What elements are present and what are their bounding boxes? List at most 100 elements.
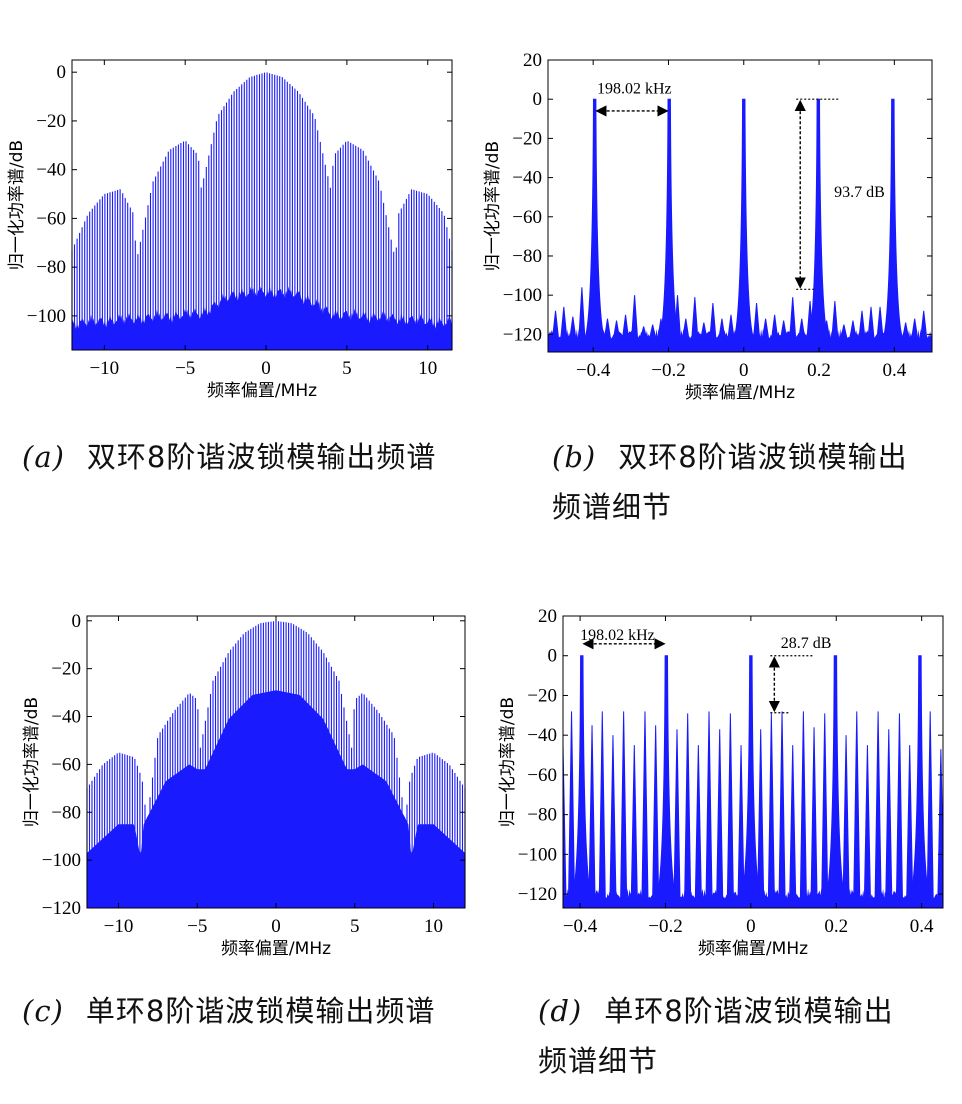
chart-d-side-peak — [652, 725, 660, 899]
chart-b-series — [548, 98, 932, 352]
chart-d-side-peak — [926, 711, 934, 899]
chart-b-main-peak — [658, 98, 681, 339]
chart-b-ytick-label: −120 — [503, 324, 542, 345]
chart-d-plot-frame — [562, 615, 944, 909]
chart-d-side-peak — [789, 745, 797, 899]
chart-d-side-peak — [588, 725, 596, 899]
chart-b-side-peak — [858, 310, 866, 339]
chart-a-xtick-label: −10 — [89, 358, 119, 379]
chart-d-xtick-label: −0.4 — [563, 916, 598, 937]
chart-b-side-peak — [621, 314, 630, 339]
chart-d-side-peak — [799, 711, 807, 899]
chart-d-side-peak — [810, 727, 818, 899]
chart-b-side-peak — [569, 316, 577, 339]
chart-b-side-peak — [762, 318, 770, 339]
caption-c: (c) 单环8阶谐波锁模输出频谱 — [22, 986, 472, 1036]
chart-b-side-peak — [718, 318, 726, 339]
chart-b-side-peak — [920, 310, 928, 339]
chart-d-ytick-label: 0 — [548, 646, 558, 667]
chart-a-ytick-label: 0 — [57, 62, 67, 83]
chart-a-ytick-label: −80 — [36, 257, 66, 278]
chart-b-xlabel: 频率偏置/MHz — [685, 383, 795, 403]
chart-b-side-peak — [789, 297, 797, 339]
chart-b-ytick-label: −40 — [512, 168, 542, 189]
caption-a-tag: (a) — [22, 440, 65, 474]
chart-b-ytick-label: −80 — [512, 246, 542, 267]
chart-d-side-peak — [937, 749, 943, 899]
chart-d-main-peak — [909, 655, 931, 899]
chart-c-xlabel: 频率偏置/MHz — [221, 939, 331, 959]
chart-b-annotation-label: 198.02 kHz — [597, 80, 672, 97]
chart-b-side-peak — [551, 310, 560, 339]
chart-c-series — [86, 620, 466, 908]
chart-c-ytick-label: −20 — [51, 659, 81, 680]
chart-a-plot-frame — [71, 59, 453, 351]
chart-d-ylabel: 归一化功率谱/dB — [498, 697, 518, 827]
chart-a-ytick-label: −40 — [36, 160, 66, 181]
chart-d-side-peak — [863, 745, 871, 899]
chart-d-side-peak — [874, 711, 882, 899]
chart-d-ytick-label: −100 — [518, 844, 557, 865]
chart-d-side-peak — [673, 729, 681, 899]
chart-b-side-peak — [691, 297, 699, 339]
chart-a-ytick-label: −60 — [36, 208, 66, 229]
chart-b-side-peak — [771, 314, 779, 339]
chart-d-side-peak — [630, 745, 638, 899]
chart-d-side-peak — [684, 713, 692, 899]
chart-d-ytick-label: −120 — [518, 884, 557, 905]
chart-b-side-peak — [753, 302, 761, 339]
chart-b-side-peak — [840, 324, 848, 339]
chart-a-xtick-label: 0 — [261, 358, 271, 379]
chart-d-main-peak — [655, 655, 678, 899]
chart-b-ytick-label: −20 — [512, 128, 542, 149]
caption-d: (d) 单环8阶谐波锁模输出频谱细节 — [538, 986, 908, 1086]
chart-b-xtick-label: 0 — [739, 360, 749, 381]
chart-c-xtick-label: 10 — [424, 916, 443, 937]
chart-d-side-peak — [885, 729, 893, 899]
caption-b: (b) 双环8阶谐波锁模输出频谱细节 — [552, 432, 912, 532]
chart-d-side-peak — [641, 711, 649, 899]
chart-d-series — [563, 655, 943, 908]
caption-c-tag: (c) — [22, 994, 64, 1028]
chart-d-side-peak — [705, 711, 713, 899]
chart-b-side-peak — [902, 322, 910, 339]
caption-b-text: 双环8阶谐波锁模输出频谱细节 — [552, 440, 908, 524]
chart-c-svg: −10 −5 0 5 10 0 −20 −40 −60 −80 −100 −120 频率偏置/MHz 归一… — [22, 611, 466, 959]
chart-b-main-peak — [882, 98, 904, 339]
chart-c-ytick-label: −60 — [51, 754, 81, 775]
chart-d-ytick-label: −20 — [527, 685, 557, 706]
chart-a: −10 −5 0 5 10 0 −20 −40 −60 −80 −100 频率偏置/MHz 归一化功率谱… — [0, 50, 470, 410]
chart-b-main-peak — [732, 98, 755, 339]
chart-c-ytick-label: −100 — [42, 850, 81, 871]
chart-c: −10 −5 0 5 10 0 −20 −40 −60 −80 −100 −120 频率偏置/MHz 归一… — [0, 600, 470, 960]
chart-d-ytick-label: −60 — [527, 765, 557, 786]
chart-d-ytick-label: −80 — [527, 805, 557, 826]
chart-b-side-peak — [867, 306, 875, 339]
chart-b-ytick-label: −60 — [512, 207, 542, 228]
chart-d-xlabel: 频率偏置/MHz — [698, 939, 808, 959]
chart-d-side-peak — [568, 711, 576, 899]
chart-b-side-peak — [727, 314, 735, 339]
chart-b-noise-floor — [548, 328, 932, 352]
chart-b-ylabel: 归一化功率谱/dB — [483, 141, 503, 271]
chart-d: −0.4 −0.2 0 0.2 0.4 20 0 −20 −40 −60 −80 −100 −120 频率… — [478, 600, 962, 960]
chart-d-annotation-label: 28.7 dB — [781, 635, 832, 652]
chart-c-xtick-label: −10 — [104, 916, 134, 937]
chart-b-side-peak — [700, 322, 708, 339]
chart-b-side-peak — [649, 324, 657, 339]
chart-d-main-peak — [740, 655, 762, 899]
chart-d-side-peak — [757, 729, 765, 899]
caption-b-tag: (b) — [552, 440, 597, 474]
chart-b-main-peak — [807, 98, 830, 339]
chart-d-side-peak — [842, 735, 850, 899]
chart-b-ytick-label: 20 — [523, 50, 542, 71]
chart-b-ytick-label: −100 — [503, 285, 542, 306]
chart-d-xtick-label: −0.2 — [648, 916, 682, 937]
chart-a-ylabel: 归一化功率谱/dB — [7, 140, 27, 270]
caption-c-text: 单环8阶谐波锁模输出频谱 — [85, 994, 436, 1028]
chart-b-xtick-label: 0.4 — [882, 360, 906, 381]
chart-b-main-peak — [583, 98, 606, 339]
caption-d-text: 单环8阶谐波锁模输出频谱细节 — [538, 994, 894, 1078]
chart-c-ytick-label: −80 — [51, 802, 81, 823]
chart-d-side-peak — [620, 711, 628, 899]
